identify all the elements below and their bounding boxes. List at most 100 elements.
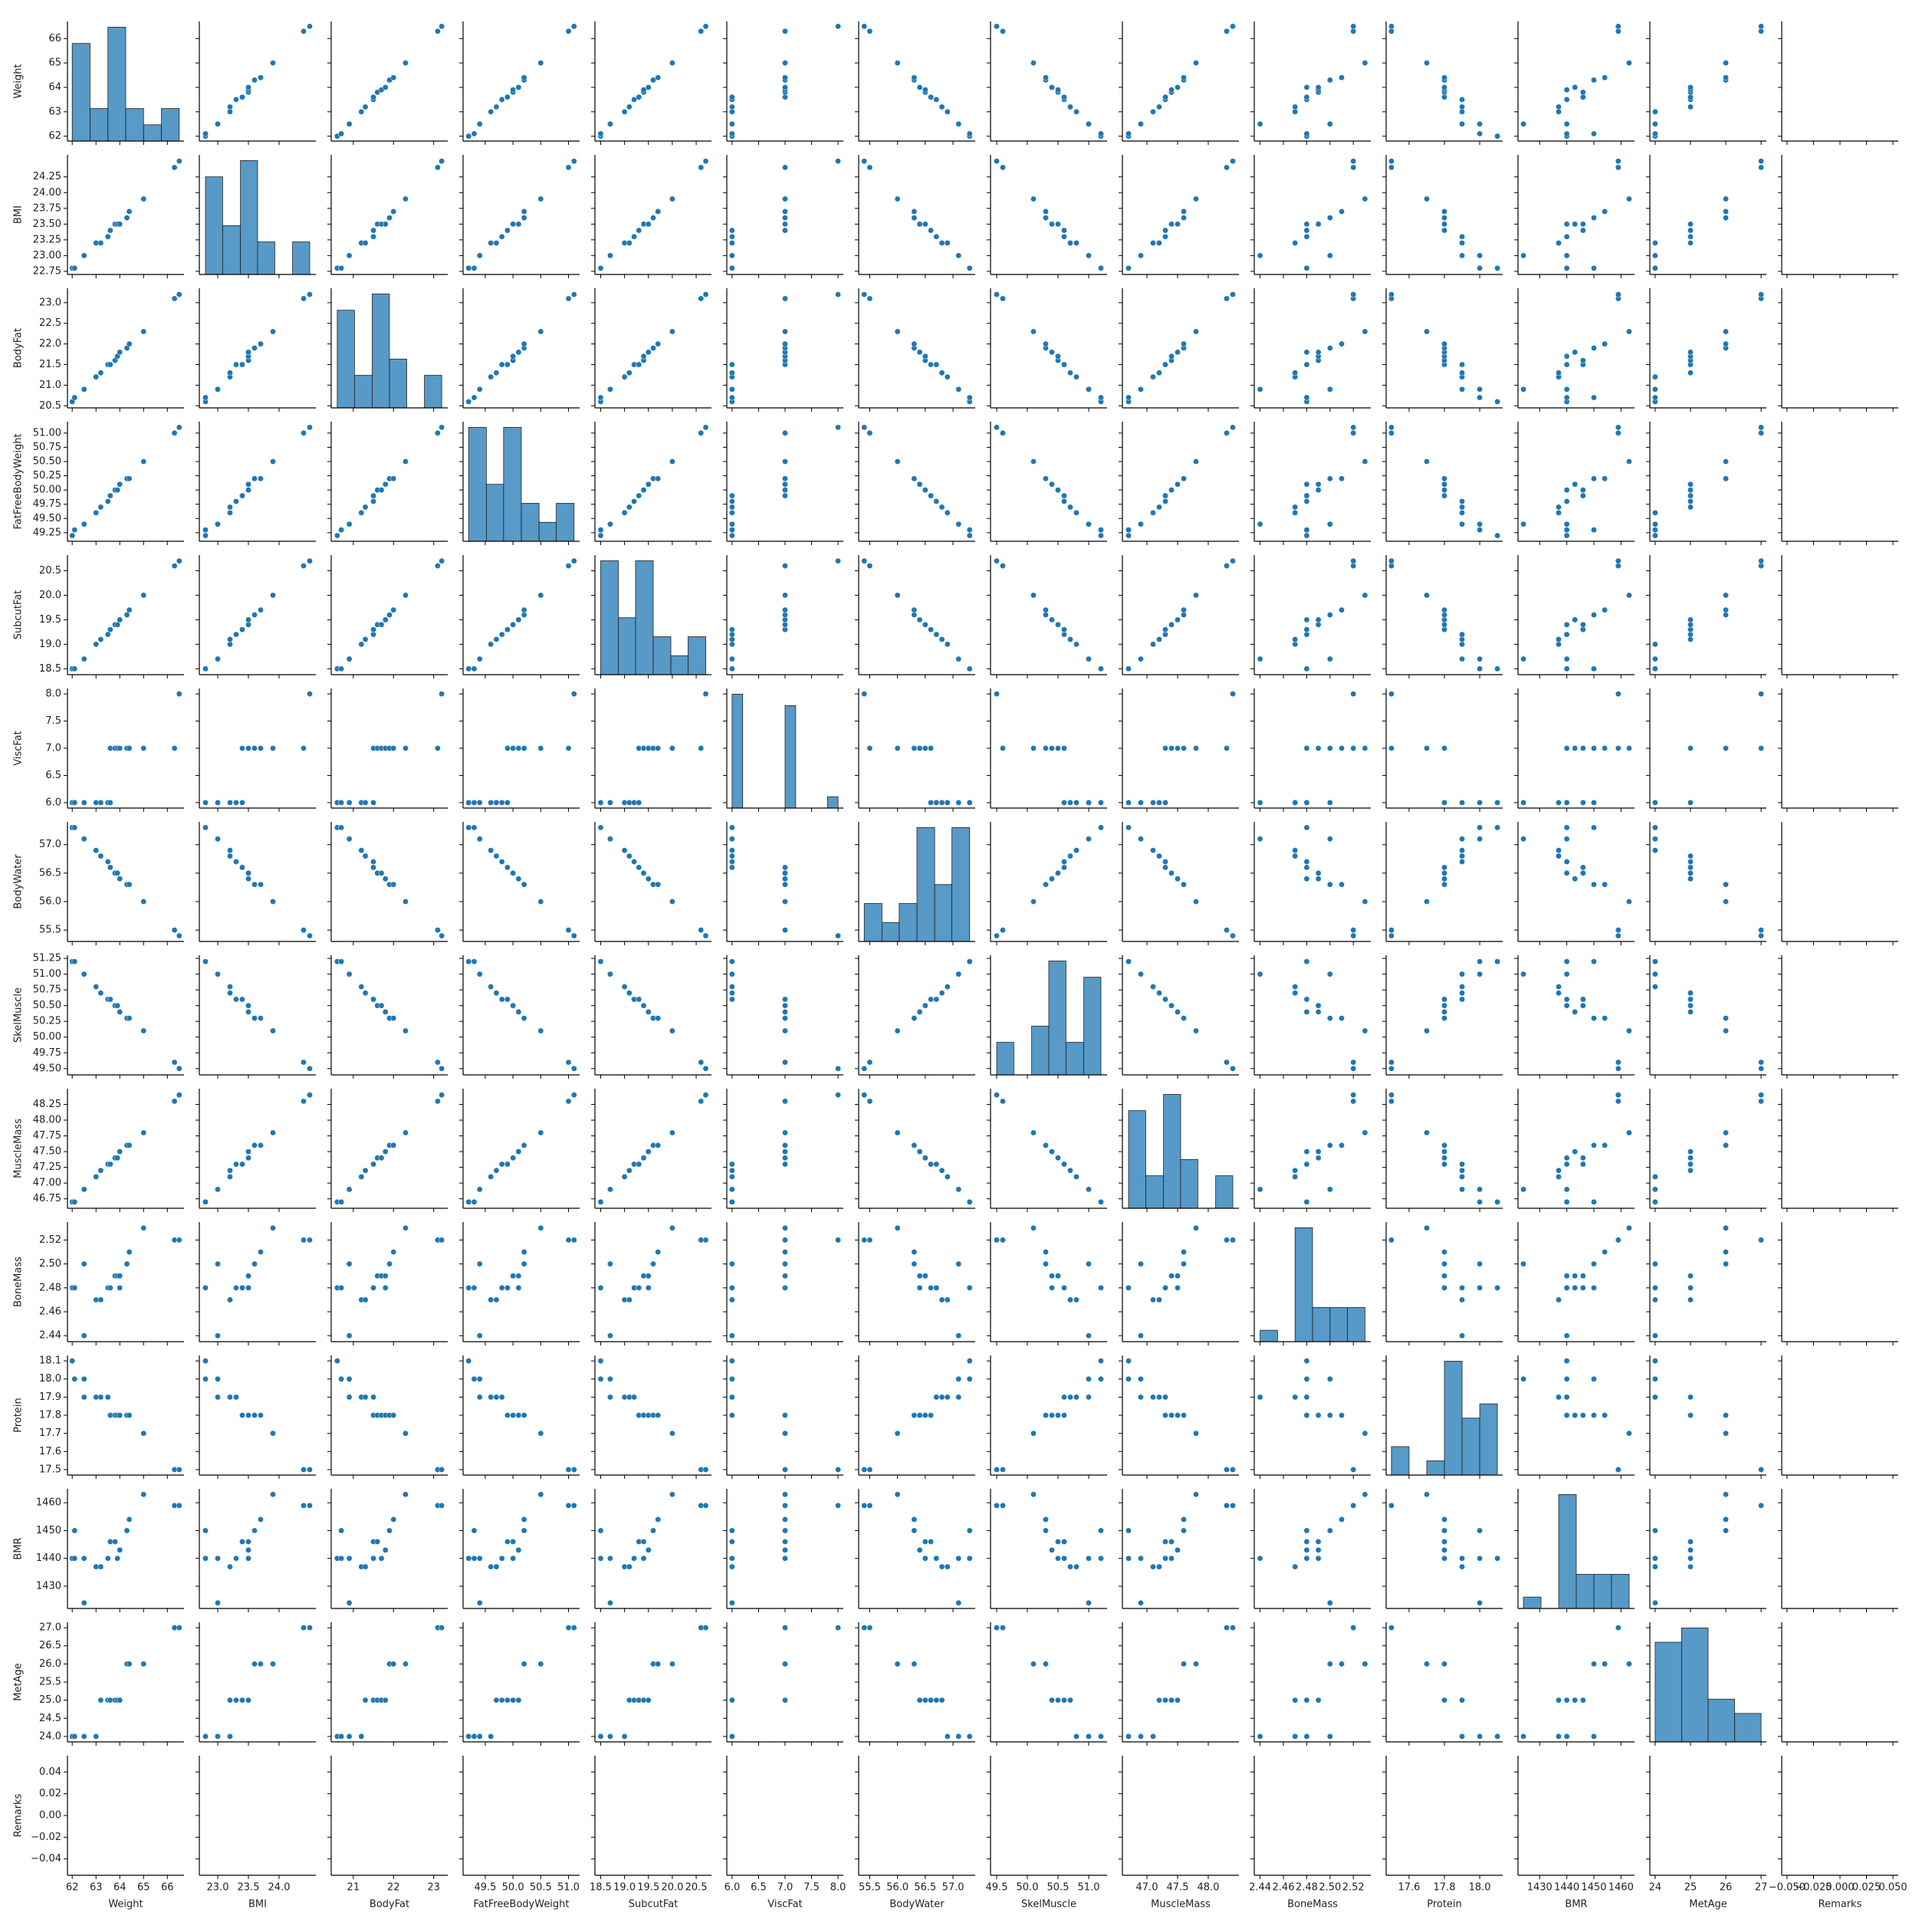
- scatter-point: [597, 1527, 604, 1534]
- scatter-point: [493, 1394, 500, 1401]
- scatter-point: [1687, 1273, 1694, 1279]
- scatter-point: [782, 1098, 788, 1105]
- scatter-point: [378, 1002, 385, 1009]
- scatter-point: [966, 264, 973, 271]
- scatter-point: [346, 1186, 353, 1193]
- scatter-point: [258, 1249, 264, 1255]
- scatter-point: [607, 1375, 613, 1382]
- scatter-point: [1580, 1155, 1586, 1162]
- scatter-point: [636, 800, 642, 806]
- scatter-point: [1061, 626, 1067, 632]
- scatter-point: [782, 606, 788, 613]
- scatter-point: [140, 1027, 147, 1034]
- scatter-point: [1563, 1375, 1570, 1382]
- scatter-point: [362, 853, 369, 859]
- scatter-point: [251, 881, 258, 888]
- scatter-point: [1125, 958, 1132, 965]
- histogram-bar: [292, 242, 310, 275]
- scatter-point: [435, 430, 441, 436]
- scatter-point: [258, 606, 264, 613]
- scatter-point: [866, 164, 873, 171]
- y-tick-label: 49.75: [33, 498, 61, 510]
- scatter-point: [782, 870, 788, 876]
- scatter-point: [655, 340, 662, 347]
- scatter-point: [258, 881, 264, 888]
- scatter-point: [435, 745, 441, 751]
- scatter-point: [933, 800, 940, 806]
- scatter-point: [338, 824, 344, 831]
- scatter-point: [1073, 108, 1079, 115]
- scatter-point: [565, 1467, 572, 1473]
- scatter-point: [1441, 612, 1447, 618]
- scatter-point: [729, 1375, 735, 1382]
- scatter-point: [374, 1539, 381, 1545]
- scatter-point: [916, 481, 923, 488]
- scatter-point: [955, 1375, 962, 1382]
- scatter-point: [1459, 1167, 1465, 1174]
- scatter-point: [1459, 233, 1465, 240]
- scatter-point: [1030, 1430, 1037, 1437]
- scatter-point: [1315, 1539, 1322, 1545]
- scatter-point: [938, 240, 945, 246]
- scatter-point: [270, 592, 276, 599]
- scatter-point: [362, 1167, 369, 1174]
- scatter-point: [1061, 800, 1067, 806]
- scatter-point: [123, 215, 130, 221]
- scatter-point: [1303, 876, 1310, 882]
- scatter-point: [402, 196, 409, 202]
- scatter-point: [498, 1161, 505, 1168]
- scatter-point: [301, 430, 307, 436]
- scatter-point: [1181, 881, 1187, 888]
- scatter-point: [1652, 984, 1658, 990]
- scatter-point: [1303, 532, 1310, 539]
- scatter-point: [270, 1225, 276, 1231]
- scatter-point: [176, 291, 182, 297]
- scatter-point: [894, 60, 901, 66]
- scatter-point: [1556, 800, 1562, 806]
- scatter-point: [1175, 349, 1181, 356]
- scatter-point: [1292, 1563, 1298, 1570]
- scatter-point: [1086, 656, 1092, 662]
- scatter-point: [1315, 481, 1322, 488]
- scatter-point: [1061, 859, 1067, 865]
- scatter-point: [911, 1527, 918, 1534]
- scatter-point: [1477, 1599, 1483, 1606]
- scatter-point: [1168, 1412, 1175, 1418]
- scatter-point: [1138, 386, 1144, 393]
- scatter-point: [570, 1237, 577, 1244]
- scatter-point: [1459, 631, 1465, 638]
- scatter-point: [1572, 876, 1579, 882]
- scatter-point: [1043, 881, 1049, 888]
- scatter-point: [945, 800, 951, 806]
- scatter-point: [140, 1430, 147, 1437]
- scatter-point: [521, 1249, 527, 1255]
- scatter-point: [911, 1015, 918, 1021]
- scatter-point: [1556, 1394, 1562, 1401]
- scatter-point: [782, 927, 788, 933]
- scatter-point: [104, 1555, 111, 1562]
- scatter-point: [782, 328, 788, 335]
- scatter-point: [1459, 656, 1465, 662]
- scatter-point: [245, 1273, 251, 1279]
- scatter-point: [626, 370, 632, 376]
- y-tick-label: 7.0: [45, 743, 61, 754]
- scatter-point: [1441, 1539, 1447, 1545]
- scatter-point: [894, 592, 901, 599]
- scatter-point: [537, 196, 544, 202]
- scatter-point: [1572, 1285, 1579, 1291]
- scatter-point: [80, 971, 87, 978]
- scatter-point: [171, 164, 178, 171]
- scatter-point: [607, 120, 613, 127]
- scatter-point: [402, 899, 409, 905]
- scatter-point: [1441, 800, 1447, 806]
- scatter-point: [1687, 481, 1694, 488]
- scatter-point: [1224, 295, 1230, 302]
- scatter-point: [1580, 357, 1586, 363]
- y-tick-label: 17.8: [39, 1410, 61, 1421]
- scatter-point: [245, 1555, 251, 1562]
- scatter-point: [1591, 1015, 1597, 1021]
- scatter-point: [251, 1142, 258, 1148]
- scatter-point: [1030, 60, 1037, 66]
- scatter-point: [1723, 1249, 1729, 1255]
- scatter-point: [1441, 1547, 1447, 1553]
